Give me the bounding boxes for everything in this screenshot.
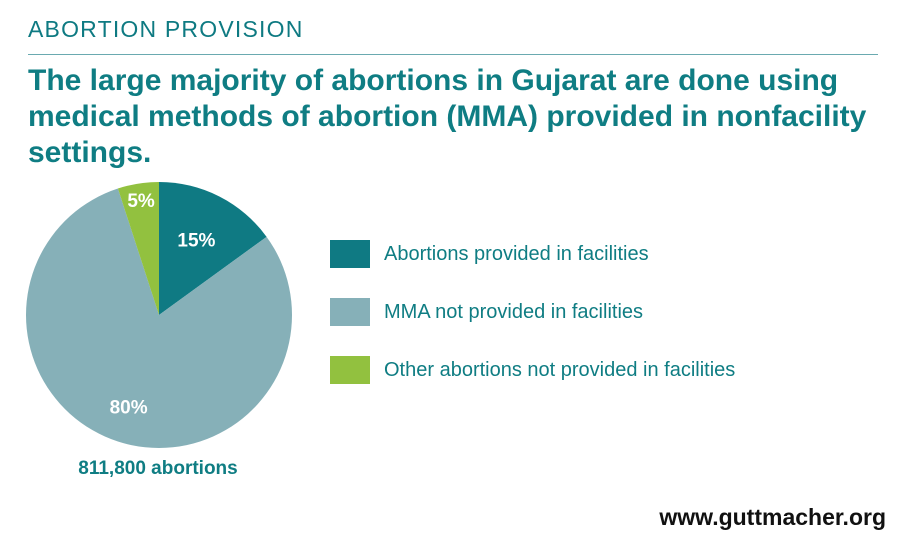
- pie-label-other: 5%: [127, 191, 155, 212]
- pie-label-facilities: 15%: [177, 231, 215, 252]
- pie-slice-facilities: [159, 182, 267, 315]
- legend-item-mma: MMA not provided in facilities: [330, 296, 735, 328]
- legend: Abortions provided in facilities MMA not…: [330, 238, 735, 412]
- legend-label-facilities: Abortions provided in facilities: [384, 242, 649, 265]
- chart-headline: The large majority of abortions in Gujar…: [28, 64, 867, 169]
- legend-swatch-other: [330, 356, 370, 384]
- section-label: ABORTION PROVISION: [28, 16, 304, 42]
- total-abortions-label: 811,800 abortions: [78, 458, 238, 479]
- legend-label-other: Other abortions not provided in faciliti…: [384, 358, 736, 381]
- legend-label-mma: MMA not provided in facilities: [384, 300, 644, 323]
- legend-item-other: Other abortions not provided in faciliti…: [330, 354, 735, 386]
- pie-slice-mma: [25, 188, 292, 448]
- legend-swatch-facilities: [330, 240, 370, 268]
- header-divider: [28, 54, 878, 55]
- pie-slice-other: [117, 182, 159, 315]
- pie-label-mma: 80%: [110, 398, 148, 419]
- legend-item-facilities: Abortions provided in facilities: [330, 238, 735, 270]
- legend-swatch-mma: [330, 298, 370, 326]
- source-url: www.guttmacher.org: [659, 504, 886, 530]
- pie-chart: 15% 80% 5%: [25, 182, 292, 448]
